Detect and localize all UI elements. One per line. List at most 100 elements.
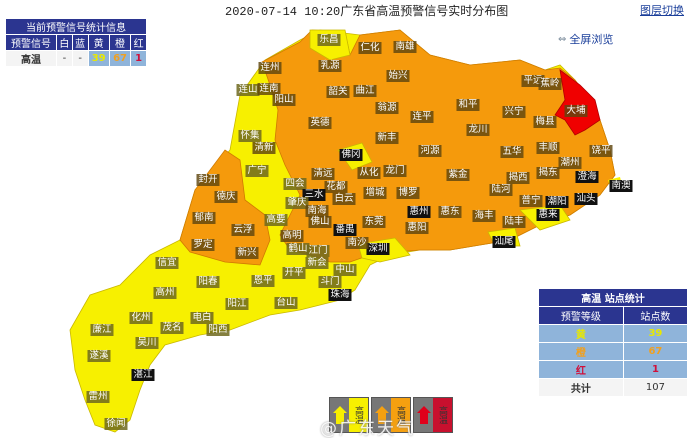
region-label[interactable]: 雷州 bbox=[86, 391, 110, 403]
region-label[interactable]: 新兴 bbox=[235, 247, 259, 259]
region-label[interactable]: 广宁 bbox=[245, 165, 269, 177]
region-label[interactable]: 陆丰 bbox=[502, 216, 526, 228]
region-label[interactable]: 白云 bbox=[332, 193, 356, 205]
region-label[interactable]: 新丰 bbox=[375, 132, 399, 144]
region-label[interactable]: 恩平 bbox=[251, 275, 275, 287]
region-label[interactable]: 番禺 bbox=[333, 224, 357, 236]
region-label[interactable]: 阳西 bbox=[206, 324, 230, 336]
region-label[interactable]: 汕尾 bbox=[492, 236, 516, 248]
region-label[interactable]: 增城 bbox=[363, 187, 387, 199]
region-label[interactable]: 曲江 bbox=[353, 85, 377, 97]
col-header: 预警信号 bbox=[5, 34, 57, 51]
region-label[interactable]: 鹤山 bbox=[286, 243, 310, 255]
region-label[interactable]: 阳江 bbox=[225, 298, 249, 310]
region-label[interactable]: 乐昌 bbox=[317, 34, 341, 46]
region-label[interactable]: 开平 bbox=[282, 267, 306, 279]
region-label[interactable]: 罗定 bbox=[191, 239, 215, 251]
region-label[interactable]: 珠海 bbox=[328, 289, 352, 301]
region-label[interactable]: 德庆 bbox=[214, 191, 238, 203]
region-label[interactable]: 连平 bbox=[410, 111, 434, 123]
red-count[interactable]: 1 bbox=[130, 50, 147, 67]
region-label[interactable]: 蕉岭 bbox=[538, 78, 562, 90]
region-label[interactable]: 南沙 bbox=[345, 237, 369, 249]
region-label[interactable]: 花都 bbox=[324, 181, 348, 193]
region-label[interactable]: 和平 bbox=[456, 99, 480, 111]
region-label[interactable]: 茂名 bbox=[160, 322, 184, 334]
region-label[interactable]: 佛山 bbox=[308, 216, 332, 228]
orange-count[interactable]: 67 bbox=[108, 50, 132, 67]
region-label[interactable]: 陆河 bbox=[489, 184, 513, 196]
region-label[interactable]: 廉江 bbox=[90, 324, 114, 336]
region-label[interactable]: 湛江 bbox=[131, 369, 155, 381]
region-label[interactable]: 南雄 bbox=[393, 41, 417, 53]
region-label[interactable]: 普宁 bbox=[519, 195, 543, 207]
region-label[interactable]: 信宜 bbox=[155, 257, 179, 269]
region-label[interactable]: 揭东 bbox=[536, 167, 560, 179]
region-label[interactable]: 遂溪 bbox=[87, 350, 111, 362]
region-label[interactable]: 连州 bbox=[258, 62, 282, 74]
layer-switch-link[interactable]: 图层切换 bbox=[640, 4, 684, 17]
region-label[interactable]: 郁南 bbox=[192, 212, 216, 224]
region-label[interactable]: 翁源 bbox=[375, 102, 399, 114]
region-label[interactable]: 乳源 bbox=[318, 60, 342, 72]
region-label[interactable]: 汕头 bbox=[574, 193, 598, 205]
region-label[interactable]: 斗门 bbox=[318, 276, 342, 288]
region-label[interactable]: 仁化 bbox=[358, 42, 382, 54]
yellow-count[interactable]: 39 bbox=[87, 50, 110, 67]
region-label[interactable]: 海丰 bbox=[472, 210, 496, 222]
col-header: 蓝 bbox=[71, 34, 89, 51]
region-label[interactable]: 封开 bbox=[196, 174, 220, 186]
region-label[interactable]: 佛冈 bbox=[339, 149, 363, 161]
region-label[interactable]: 深圳 bbox=[366, 243, 390, 255]
region-label[interactable]: 惠州 bbox=[407, 206, 431, 218]
region-label[interactable]: 高明 bbox=[280, 230, 304, 242]
region-label[interactable]: 龙门 bbox=[383, 165, 407, 177]
region-label[interactable]: 东莞 bbox=[362, 216, 386, 228]
region-label[interactable]: 惠来 bbox=[536, 209, 560, 221]
region-label[interactable]: 韶关 bbox=[326, 86, 350, 98]
fullscreen-button[interactable]: ⇔ 全屏浏览 bbox=[558, 31, 613, 47]
region-label[interactable]: 中山 bbox=[333, 264, 357, 276]
region-label[interactable]: 揭西 bbox=[506, 172, 530, 184]
region-label[interactable]: 五华 bbox=[500, 146, 524, 158]
region-label[interactable]: 连南 bbox=[257, 83, 281, 95]
region-label[interactable]: 河源 bbox=[418, 145, 442, 157]
region-label[interactable]: 台山 bbox=[274, 297, 298, 309]
region-label[interactable]: 江门 bbox=[306, 245, 330, 257]
region-label[interactable]: 云浮 bbox=[231, 224, 255, 236]
region-label[interactable]: 新会 bbox=[305, 257, 329, 269]
region-label[interactable]: 连山 bbox=[236, 84, 260, 96]
region-label[interactable]: 从化 bbox=[357, 167, 381, 179]
region-label[interactable]: 南海 bbox=[305, 205, 329, 217]
region-label[interactable]: 高要 bbox=[264, 214, 288, 226]
region-label[interactable]: 饶平 bbox=[589, 145, 613, 157]
region-label[interactable]: 惠东 bbox=[438, 206, 462, 218]
region-label[interactable]: 阳山 bbox=[272, 94, 296, 106]
region-label[interactable]: 丰顺 bbox=[536, 142, 560, 154]
region-label[interactable]: 南澳 bbox=[609, 180, 633, 192]
region-label[interactable]: 四会 bbox=[283, 178, 307, 190]
region-label[interactable]: 清新 bbox=[252, 142, 276, 154]
region-label[interactable]: 龙川 bbox=[466, 124, 490, 136]
region-label[interactable]: 化州 bbox=[129, 312, 153, 324]
region-label[interactable]: 吴川 bbox=[135, 337, 159, 349]
region-label[interactable]: 博罗 bbox=[396, 187, 420, 199]
region-label[interactable]: 徐闻 bbox=[104, 418, 128, 430]
region-label[interactable]: 始兴 bbox=[386, 70, 410, 82]
fullscreen-label: 全屏浏览 bbox=[569, 33, 614, 46]
region-label[interactable]: 阳春 bbox=[196, 276, 220, 288]
region-label[interactable]: 紫金 bbox=[446, 169, 470, 181]
region-label[interactable]: 兴宁 bbox=[502, 106, 526, 118]
region-label[interactable]: 梅县 bbox=[533, 116, 557, 128]
region-label[interactable]: 肇庆 bbox=[285, 197, 309, 209]
region-label[interactable]: 电白 bbox=[190, 312, 214, 324]
region-label[interactable]: 怀集 bbox=[238, 130, 262, 142]
region-label[interactable]: 清远 bbox=[311, 168, 335, 180]
region-label[interactable]: 潮州 bbox=[558, 157, 582, 169]
region-label[interactable]: 澄海 bbox=[575, 171, 599, 183]
region-label[interactable]: 大埔 bbox=[564, 105, 588, 117]
region-label[interactable]: 英德 bbox=[308, 117, 332, 129]
region-label[interactable]: 高州 bbox=[153, 287, 177, 299]
region-label[interactable]: 潮阳 bbox=[545, 196, 569, 208]
region-label[interactable]: 惠阳 bbox=[405, 222, 429, 234]
